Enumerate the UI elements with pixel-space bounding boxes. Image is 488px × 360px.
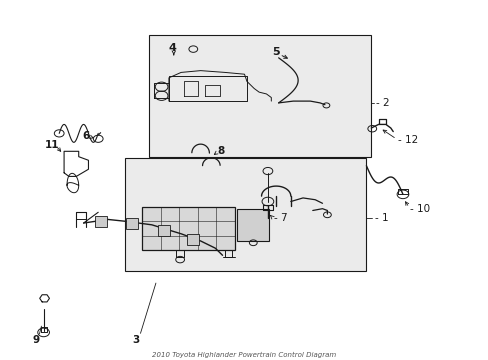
Bar: [126, 219, 138, 229]
Text: 9: 9: [32, 334, 40, 345]
Text: - 7: - 7: [273, 213, 287, 222]
Text: 2010 Toyota Highlander Powertrain Control Diagram: 2010 Toyota Highlander Powertrain Contro…: [152, 351, 336, 357]
Bar: [95, 216, 106, 226]
Text: - 1: - 1: [374, 213, 387, 222]
Bar: [187, 234, 199, 244]
Text: 8: 8: [217, 145, 224, 156]
Text: 3: 3: [132, 334, 140, 345]
Bar: [149, 35, 370, 157]
Text: 11: 11: [44, 140, 59, 150]
Bar: [237, 209, 268, 241]
Text: 5: 5: [272, 46, 280, 57]
Bar: [158, 225, 169, 235]
Text: - 10: - 10: [409, 204, 429, 214]
Text: 6: 6: [82, 131, 89, 140]
Text: - 2: - 2: [375, 98, 389, 108]
Text: 4: 4: [168, 43, 176, 53]
Bar: [142, 207, 234, 250]
Text: - 12: - 12: [397, 135, 418, 145]
Bar: [125, 158, 366, 271]
